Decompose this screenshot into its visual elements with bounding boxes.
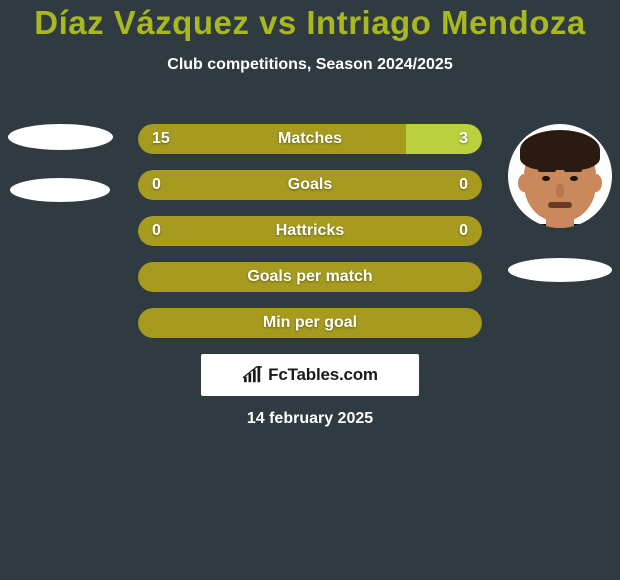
stat-bar-label: Matches [138,124,482,154]
brand-text: FcTables.com [268,365,378,385]
player-right-name-chip [508,258,612,282]
stat-bar: Min per goal [138,308,482,338]
stat-bar: Goals per match [138,262,482,292]
player-right [500,118,620,282]
stat-bar: Matches15 3 [138,124,482,154]
player-left-avatar-placeholder [8,124,113,150]
stat-bar-value-right: 3 [459,124,468,154]
date-label: 14 february 2025 [0,410,620,428]
stat-bar: Hattricks0 0 [138,216,482,246]
subtitle: Club competitions, Season 2024/2025 [0,56,620,74]
player-left [0,118,120,202]
player-right-face-icon [508,124,612,228]
player-right-avatar [508,124,612,228]
stat-bar-value-left: 0 [152,170,161,200]
bar-chart-icon [242,366,264,384]
player-left-name-chip [10,178,110,202]
stat-bar: Goals0 0 [138,170,482,200]
brand-box[interactable]: FcTables.com [201,354,419,396]
stat-bar-value-right: 0 [459,216,468,246]
stat-bar-value-left: 15 [152,124,170,154]
page-title: Díaz Vázquez vs Intriago Mendoza [0,0,620,42]
stat-bar-label: Goals [138,170,482,200]
stat-bar-label: Hattricks [138,216,482,246]
stat-bar-label: Min per goal [138,308,482,338]
comparison-card: Díaz Vázquez vs Intriago Mendoza Club co… [0,0,620,580]
stat-bar-value-left: 0 [152,216,161,246]
stat-bar-label: Goals per match [138,262,482,292]
stat-bars: Matches153Goals00Hattricks00Goals per ma… [138,124,482,354]
stat-bar-value-right: 0 [459,170,468,200]
